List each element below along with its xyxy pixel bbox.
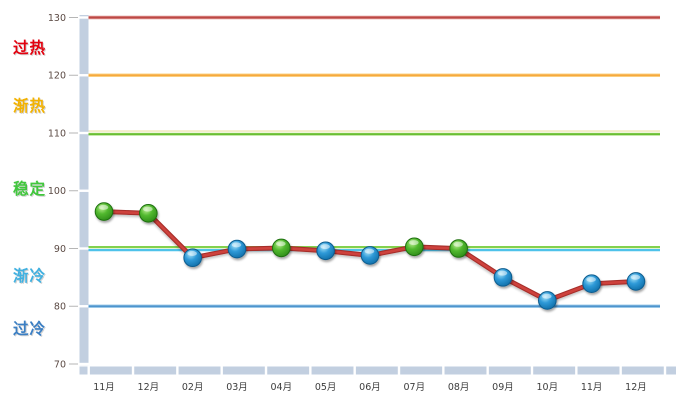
y-axis-band <box>79 191 89 248</box>
x-axis-label-month: 08月 <box>448 382 470 393</box>
x-axis-band <box>134 366 177 375</box>
data-point-marker-09月[interactable] <box>493 268 513 287</box>
data-point-marker-11月[interactable] <box>94 202 114 221</box>
x-axis-band <box>621 366 664 375</box>
y-axis-band <box>79 76 89 132</box>
y-tick-label: 130 <box>48 13 66 24</box>
x-axis-label-month: 11月 <box>581 382 603 393</box>
zone-label-overheated: 过热 <box>13 39 47 57</box>
x-axis-band <box>444 366 487 375</box>
zone-label-cooling: 渐冷 <box>13 267 47 285</box>
data-point-marker-02月[interactable] <box>183 248 202 268</box>
data-point-marker-05月[interactable] <box>316 241 335 261</box>
x-axis-label-month: 10月 <box>537 382 559 393</box>
data-point-marker-10月[interactable] <box>538 291 557 310</box>
data-point-marker-04月[interactable] <box>272 238 291 258</box>
x-axis-label-month: 09月 <box>492 382 514 393</box>
x-axis-label-month: 11月 <box>93 382 115 393</box>
data-point-marker-12月[interactable] <box>626 272 646 291</box>
data-point-marker-12月[interactable] <box>139 203 158 223</box>
x-axis-label-month: 02月 <box>182 382 204 393</box>
y-tick-label: 70 <box>54 359 66 370</box>
y-axis-band <box>79 15 89 17</box>
data-point-marker-11月[interactable] <box>582 274 601 294</box>
x-axis-label-month: 06月 <box>359 382 381 393</box>
y-axis-band <box>79 249 89 306</box>
zone-label-warming: 渐热 <box>13 97 47 115</box>
x-axis-band <box>488 366 531 375</box>
y-axis-band <box>79 18 89 75</box>
y-axis-band <box>79 307 89 363</box>
x-axis-label-month: 12月 <box>138 382 160 393</box>
x-axis-band <box>311 366 354 375</box>
x-axis-band <box>89 366 132 375</box>
x-axis-band <box>355 366 398 375</box>
y-tick-label: 120 <box>48 71 66 82</box>
y-tick-label: 80 <box>54 302 66 313</box>
zone-label-stable: 稳定 <box>13 180 47 198</box>
data-point-marker-07月[interactable] <box>405 237 424 257</box>
data-point-marker-03月[interactable] <box>227 239 247 259</box>
y-tick-label: 110 <box>48 128 66 139</box>
x-axis-label-month: 05月 <box>315 382 337 393</box>
y-tick-label: 90 <box>54 244 66 255</box>
x-axis-band <box>577 366 620 375</box>
zone-label-overcooled: 过冷 <box>13 320 47 338</box>
x-axis-label-month: 07月 <box>404 382 426 393</box>
x-axis-band <box>79 366 88 375</box>
data-point-marker-06月[interactable] <box>360 246 380 265</box>
x-axis-band <box>178 366 221 375</box>
x-axis-band <box>400 366 443 375</box>
x-axis-label-month: 04月 <box>271 382 293 393</box>
x-axis-band <box>267 366 310 375</box>
x-axis-label-month: 12月 <box>625 382 647 393</box>
y-axis-band <box>79 134 89 190</box>
x-axis-band <box>666 366 676 375</box>
y-tick-label: 100 <box>48 186 66 197</box>
x-axis-label-month: 03月 <box>226 382 248 393</box>
x-axis-band <box>533 366 576 375</box>
x-axis-band <box>222 366 265 375</box>
data-point-marker-08月[interactable] <box>449 239 468 258</box>
